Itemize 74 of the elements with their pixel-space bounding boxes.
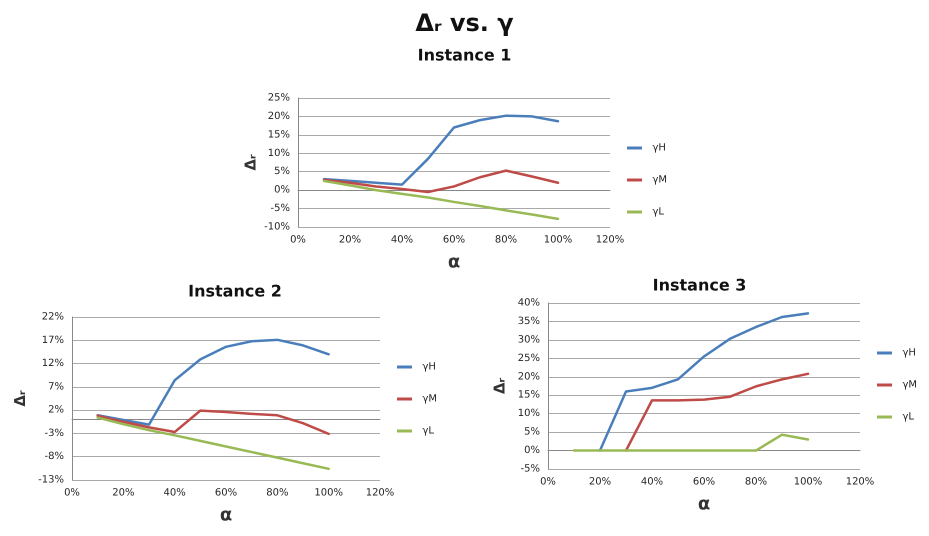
y-tick-label: -5% <box>270 203 290 214</box>
line-series <box>322 180 560 220</box>
y-tick-label: 25% <box>518 352 540 364</box>
x-tick-label: 0% <box>540 476 556 488</box>
legend-label: γH <box>422 362 436 372</box>
y-tick-label: 5% <box>274 166 290 178</box>
legend-label: γL <box>902 412 914 422</box>
x-tick-label: 40% <box>164 488 186 498</box>
y-axis-title: Δᵣ <box>242 154 260 171</box>
legend-label: γL <box>422 426 434 436</box>
x-tick-label: 80% <box>266 488 288 498</box>
y-tick-label: 30% <box>518 334 540 346</box>
chart-title: Instance 2 <box>188 282 282 300</box>
x-tick-label: 60% <box>214 488 238 498</box>
y-tick-label: 25% <box>268 92 290 104</box>
x-tick-label: 20% <box>588 476 612 488</box>
line-series <box>96 409 330 436</box>
chart-title: Instance 3 <box>652 276 746 294</box>
y-tick-label: 15% <box>268 129 290 140</box>
y-tick-label: -5% <box>520 464 540 474</box>
x-tick-label: 0% <box>290 234 306 246</box>
y-axis-title: Δᵣ <box>10 390 29 407</box>
x-tick-label: 100% <box>544 234 572 246</box>
x-axis-title: α <box>698 494 710 514</box>
x-tick-label: 0% <box>64 488 80 498</box>
y-tick-label: -8% <box>44 451 64 462</box>
x-tick-label: 120% <box>366 488 394 498</box>
legend-label: γH <box>902 348 916 358</box>
x-tick-label: 100% <box>794 476 822 488</box>
y-tick-label: 35% <box>518 316 540 327</box>
y-axis-title: Δᵣ <box>490 378 508 394</box>
y-tick-label: 12% <box>42 358 64 370</box>
x-tick-label: 120% <box>846 476 874 488</box>
line-series <box>322 114 560 186</box>
x-tick-label: 20% <box>338 234 362 246</box>
chart-subtitle: Instance 1 <box>418 46 512 64</box>
x-tick-label: 100% <box>314 488 343 498</box>
y-tick-label: 22% <box>42 312 64 322</box>
y-tick-label: 7% <box>48 381 64 392</box>
x-tick-label: 20% <box>112 488 134 498</box>
x-tick-label: 120% <box>596 234 624 246</box>
x-tick-label: 40% <box>640 476 664 488</box>
legend-label: γM <box>422 394 438 404</box>
y-tick-label: 20% <box>518 371 540 382</box>
y-tick-label: -10% <box>264 222 290 232</box>
y-tick-label: 10% <box>518 408 540 420</box>
line-series <box>96 338 330 426</box>
y-tick-label: 0% <box>524 445 540 456</box>
y-tick-label: -13% <box>38 474 64 486</box>
x-tick-label: 80% <box>744 476 768 488</box>
y-tick-label: 40% <box>518 298 540 308</box>
y-tick-label: 17% <box>42 334 64 346</box>
x-axis-title: α <box>220 504 232 526</box>
x-tick-label: 80% <box>494 234 518 246</box>
y-tick-label: 15% <box>518 390 540 401</box>
y-tick-label: 5% <box>524 426 540 438</box>
x-tick-label: 40% <box>390 234 414 246</box>
y-tick-label: 20% <box>268 110 290 122</box>
chart-title: Δᵣ vs. γ <box>415 9 514 37</box>
y-tick-label: 10% <box>268 148 290 159</box>
line-series <box>598 312 810 452</box>
y-tick-label: 2% <box>48 404 64 416</box>
y-tick-label: -3% <box>44 428 64 439</box>
x-tick-label: 60% <box>692 476 716 488</box>
x-axis-title: α <box>448 252 460 272</box>
legend-label: γL <box>652 206 664 218</box>
y-tick-label: 0% <box>274 184 290 196</box>
line-series <box>96 416 330 470</box>
line-series <box>322 169 560 194</box>
line-series <box>624 372 810 452</box>
legend-label: γM <box>652 174 668 186</box>
legend-label: γH <box>652 142 666 154</box>
legend-label: γM <box>902 380 918 390</box>
x-tick-label: 60% <box>442 234 466 246</box>
